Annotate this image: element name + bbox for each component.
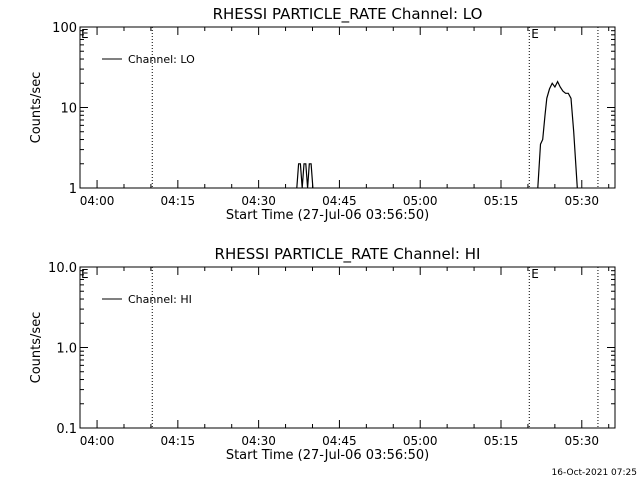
- corner-label: E: [81, 27, 89, 41]
- time-marker-label: E: [531, 267, 539, 281]
- y-tick-label: 10: [60, 102, 77, 117]
- footer-timestamp: 16-Oct-2021 07:25: [552, 468, 637, 478]
- chart-title: RHESSI PARTICLE_RATE Channel: HI: [215, 245, 481, 264]
- chart-panel-hi: RHESSI PARTICLE_RATE Channel: HI 04:00 04:…: [29, 245, 616, 463]
- x-tick-label: 05:30: [564, 194, 599, 208]
- x-tick-label: 05:15: [484, 194, 519, 208]
- x-tick-label: 04:15: [161, 434, 196, 448]
- x-axis-label: Start Time (27-Jul-06 03:56:50): [226, 208, 429, 223]
- y-axis-label: Counts/sec: [29, 72, 44, 144]
- y-tick-label: 1: [69, 182, 77, 197]
- y-axis-label: Counts/sec: [29, 312, 44, 384]
- y-tick-label: 0.1: [56, 422, 77, 437]
- corner-label: E: [81, 267, 89, 281]
- x-tick-label: 04:15: [161, 194, 196, 208]
- x-tick-label: 05:00: [403, 194, 438, 208]
- series-line: [537, 80, 578, 189]
- chart-panel-lo: RHESSI PARTICLE_RATE Channel: LO 04:00 04:…: [29, 5, 616, 223]
- legend-label: Channel: LO: [128, 53, 195, 66]
- series-line: [296, 163, 314, 189]
- x-tick-label: 04:45: [322, 194, 357, 208]
- x-tick-label: 04:30: [241, 194, 276, 208]
- time-marker-label: E: [531, 27, 539, 41]
- y-tick-label: 100: [52, 21, 77, 36]
- x-tick-label: 04:00: [80, 434, 115, 448]
- x-tick-label: 05:15: [484, 434, 519, 448]
- x-tick-label: 05:30: [564, 434, 599, 448]
- x-tick-label: 04:45: [322, 434, 357, 448]
- plot-frame: [79, 26, 616, 189]
- x-axis-label: Start Time (27-Jul-06 03:56:50): [226, 448, 429, 463]
- chart-title: RHESSI PARTICLE_RATE Channel: LO: [213, 5, 483, 24]
- legend-label: Channel: HI: [128, 293, 192, 306]
- plot-frame: [79, 266, 616, 429]
- x-tick-label: 04:00: [80, 194, 115, 208]
- y-tick-label: 10.0: [48, 261, 77, 276]
- x-tick-label: 04:30: [241, 434, 276, 448]
- y-tick-label: 1.0: [56, 342, 77, 357]
- x-tick-label: 05:00: [403, 434, 438, 448]
